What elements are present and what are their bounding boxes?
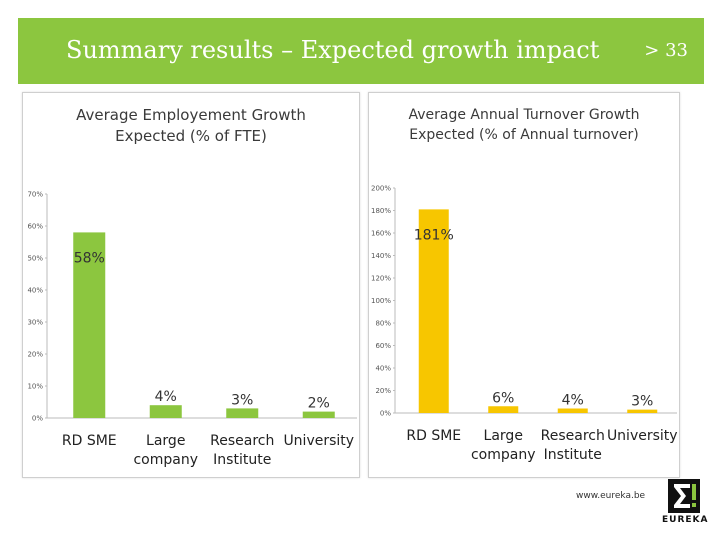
- turnover-bar[interactable]: [418, 209, 449, 413]
- employment-chart-title-line-1: Average Employement Growth: [76, 106, 306, 124]
- turnover-data-label: 6%: [492, 390, 514, 406]
- employment-bar[interactable]: [302, 411, 335, 418]
- employment-category-label: company: [133, 452, 198, 468]
- turnover-bar[interactable]: [488, 406, 519, 413]
- employment-growth-chart-panel: Average Employement Growth Expected (% o…: [22, 92, 360, 478]
- employment-category-label: Research: [210, 433, 274, 449]
- footer-url[interactable]: www.eureka.be: [576, 491, 646, 501]
- employment-y-tick-label: 60%: [27, 223, 43, 231]
- employment-category-label: RD SME: [62, 433, 117, 449]
- turnover-y-tick-label: 180%: [371, 207, 391, 215]
- employment-chart-title-line-2: Expected (% of FTE): [115, 127, 267, 145]
- slide-title: Summary results – Expected growth impact: [66, 36, 600, 64]
- eureka-logo-mark: [668, 479, 700, 513]
- turnover-y-tick-label: 200%: [371, 185, 391, 193]
- employment-category-label: Large: [146, 433, 185, 449]
- turnover-y-tick-label: 100%: [371, 297, 391, 305]
- employment-data-label: 4%: [155, 389, 177, 405]
- turnover-y-tick-label: 20%: [375, 387, 391, 395]
- employment-y-tick-label: 0%: [32, 415, 43, 423]
- turnover-growth-chart-panel: Average Annual Turnover Growth Expected …: [368, 92, 680, 478]
- employment-y-tick-label: 40%: [27, 287, 43, 295]
- turnover-data-label: 4%: [562, 393, 584, 409]
- turnover-growth-chart: 0% 20% 40% 60% 80% 100% 120% 140% 160% 180% 200% 18…: [371, 185, 678, 464]
- employment-data-label: 3%: [231, 392, 253, 408]
- turnover-category-label: Large: [484, 428, 523, 444]
- employment-category-label: Institute: [213, 452, 271, 468]
- turnover-chart-title: Average Annual Turnover Growth Expected …: [369, 105, 679, 145]
- employment-category-label: University: [283, 433, 354, 449]
- turnover-data-label: 181%: [414, 227, 454, 243]
- page-number: > 33: [644, 40, 688, 61]
- employment-y-tick-label: 20%: [27, 351, 43, 359]
- employment-y-tick-label: 50%: [27, 255, 43, 263]
- employment-y-tick-label: 70%: [27, 191, 43, 199]
- employment-bar[interactable]: [226, 408, 259, 418]
- turnover-category-label: University: [607, 428, 678, 444]
- employment-data-label: 2%: [308, 396, 330, 412]
- employment-y-tick-label: 30%: [27, 319, 43, 327]
- turnover-chart-title-line-2: Expected (% of Annual turnover): [409, 127, 639, 143]
- employment-y-tick-label: 10%: [27, 383, 43, 391]
- turnover-bar[interactable]: [627, 409, 658, 413]
- turnover-chart-title-line-1: Average Annual Turnover Growth: [408, 107, 640, 123]
- turnover-y-tick-label: 80%: [375, 320, 391, 328]
- turnover-data-label: 3%: [631, 394, 653, 410]
- employment-data-label: 58%: [74, 250, 105, 266]
- turnover-y-tick-label: 0%: [380, 410, 391, 418]
- turnover-y-tick-label: 60%: [375, 342, 391, 350]
- turnover-y-tick-label: 140%: [371, 252, 391, 260]
- eureka-logo: EUREKA: [662, 479, 709, 527]
- turnover-y-tick-label: 120%: [371, 275, 391, 283]
- turnover-bar[interactable]: [557, 408, 588, 414]
- turnover-category-label: RD SME: [406, 428, 461, 444]
- employment-bar[interactable]: [149, 405, 182, 418]
- turnover-y-tick-label: 160%: [371, 230, 391, 238]
- turnover-category-label: Research: [541, 428, 605, 444]
- employment-bar[interactable]: [73, 232, 106, 418]
- eureka-logo-text: EUREKA: [662, 515, 709, 525]
- turnover-category-label: company: [471, 447, 536, 463]
- turnover-category-label: Institute: [544, 447, 602, 463]
- employment-growth-chart: 0% 10% 20% 30% 40% 50% 60% 70% 58% RD SME 4% Large c…: [27, 191, 357, 468]
- employment-chart-title: Average Employement Growth Expected (% o…: [23, 105, 359, 147]
- slide-header: Summary results – Expected growth impact…: [18, 18, 704, 84]
- turnover-y-tick-label: 40%: [375, 365, 391, 373]
